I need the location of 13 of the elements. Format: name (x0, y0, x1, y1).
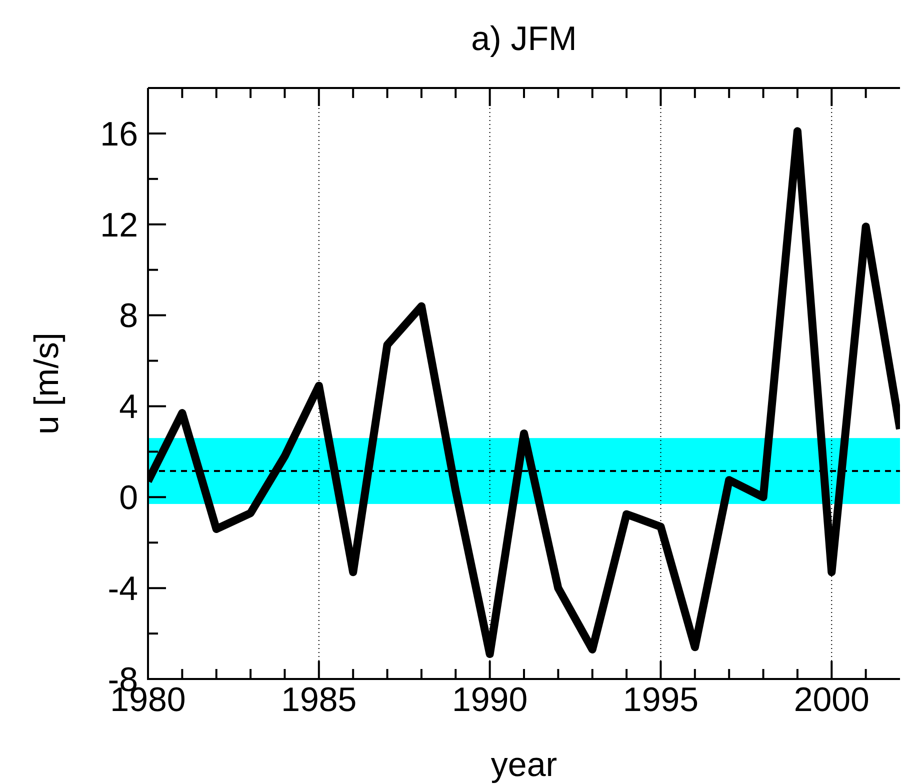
chart-title: a) JFM (471, 20, 577, 58)
y-tick-label: 0 (119, 479, 138, 518)
y-tick-label: 12 (100, 206, 138, 244)
x-axis-title: year (490, 746, 558, 784)
x-tick-label: 1985 (281, 681, 357, 719)
y-tick-label: 4 (119, 388, 138, 426)
x-tick-label: 1995 (622, 681, 699, 719)
x-tick-label: 2000 (794, 681, 870, 719)
y-tick-label: -4 (108, 570, 138, 608)
x-tick-label: 1990 (452, 681, 528, 719)
y-tick-label: 16 (100, 115, 138, 154)
y-axis-title: u [m/s] (28, 332, 66, 435)
y-tick-label: 8 (119, 297, 138, 336)
